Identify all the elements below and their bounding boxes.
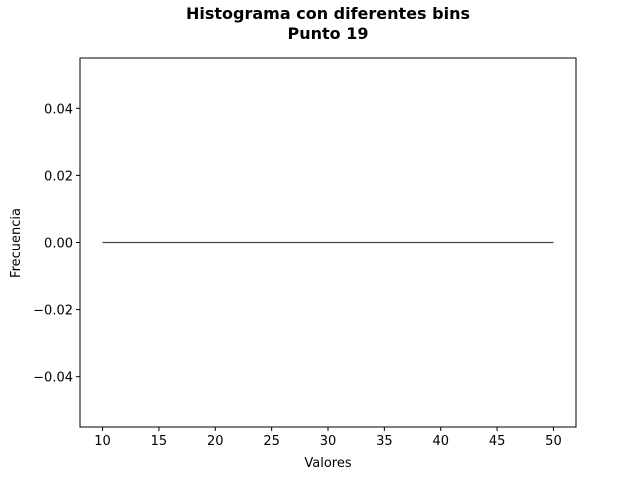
y-tick-label: 0.04 xyxy=(44,102,73,117)
y-axis-label: Frecuencia xyxy=(9,208,24,278)
chart-title-line-1: Histograma con diferentes bins xyxy=(186,4,470,23)
x-axis-ticks: 10 15 20 25 30 35 40 45 50 xyxy=(94,427,562,449)
x-tick-label: 20 xyxy=(207,434,224,449)
y-tick-label: −0.02 xyxy=(33,304,73,319)
y-tick-label: 0.00 xyxy=(44,237,73,252)
x-axis-label: Valores xyxy=(304,456,351,471)
chart-title-line-2: Punto 19 xyxy=(288,24,369,43)
x-tick-label: 40 xyxy=(432,434,449,449)
y-axis-ticks: 0.04 0.02 0.00 −0.02 −0.04 xyxy=(33,102,80,386)
x-tick-label: 25 xyxy=(263,434,280,449)
x-tick-label: 15 xyxy=(151,434,168,449)
y-tick-label: 0.02 xyxy=(44,169,73,184)
x-tick-label: 50 xyxy=(545,434,562,449)
x-tick-label: 30 xyxy=(320,434,337,449)
y-tick-label: −0.04 xyxy=(33,371,73,386)
x-tick-label: 10 xyxy=(94,434,111,449)
x-tick-label: 45 xyxy=(489,434,506,449)
x-tick-label: 35 xyxy=(376,434,393,449)
